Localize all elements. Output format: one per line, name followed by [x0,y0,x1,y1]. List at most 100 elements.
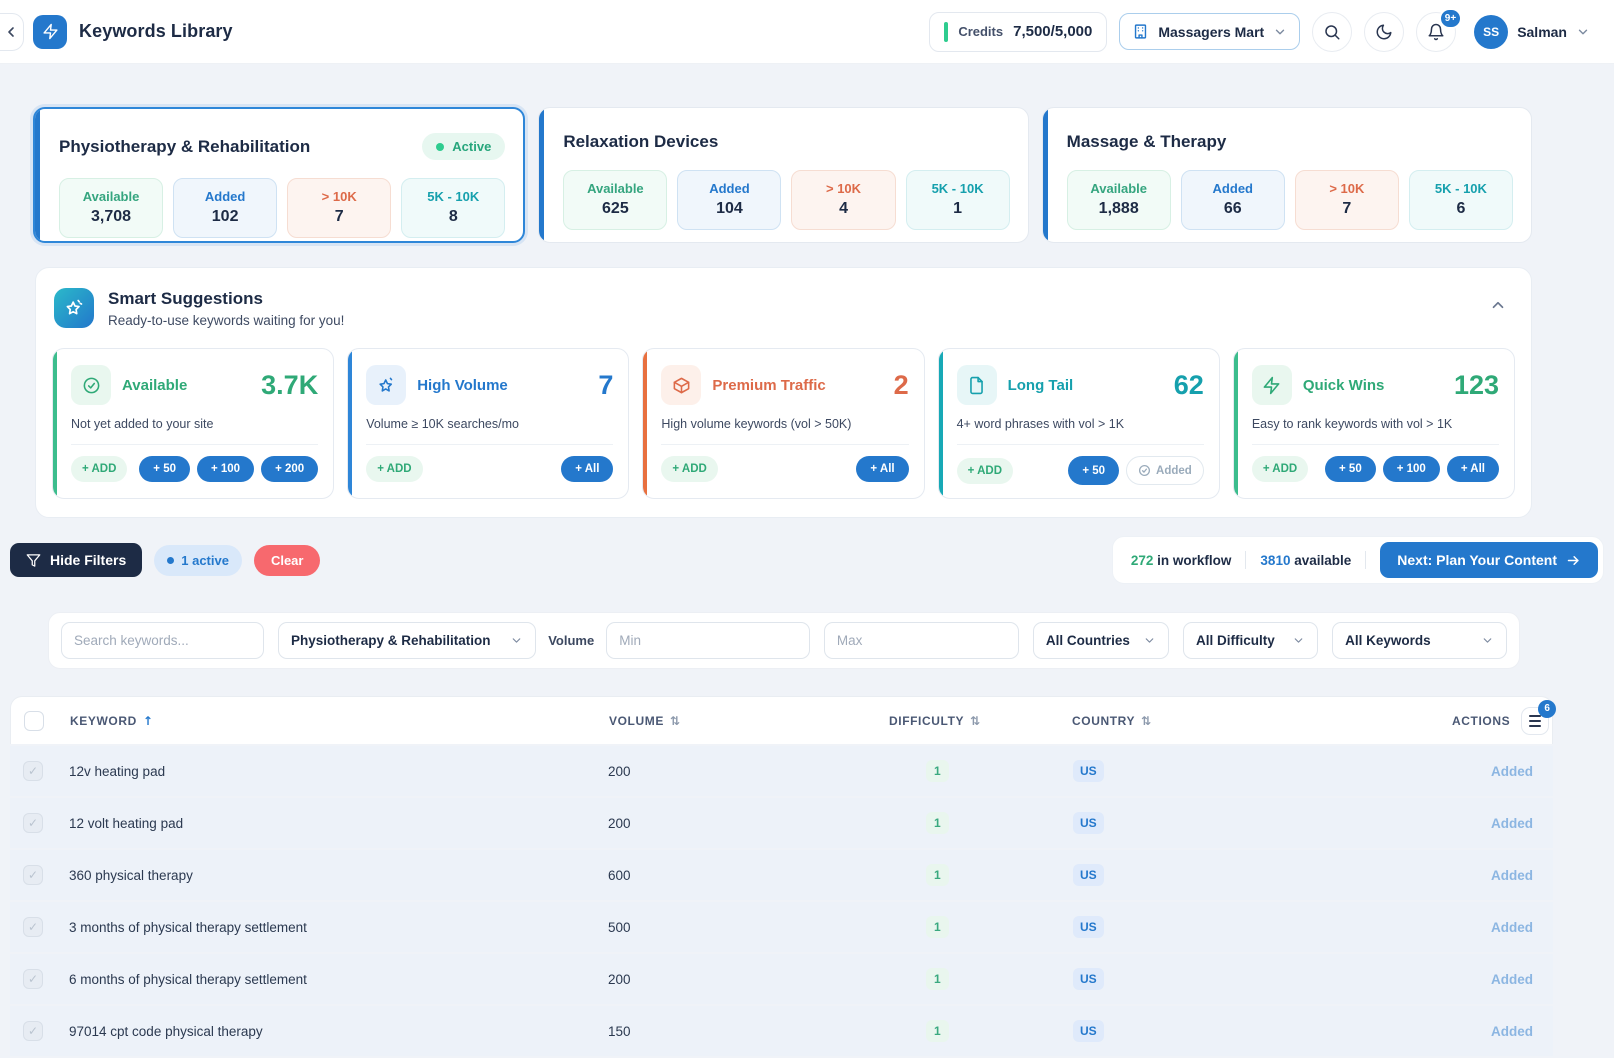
stat-value: 104 [680,200,778,218]
stat-value: 6 [1412,200,1510,218]
suggestion-description: High volume keywords (vol > 50K) [661,417,908,431]
stat-5k-10k: 5K - 10K 6 [1409,170,1513,230]
country-select[interactable]: All Countries [1033,622,1169,659]
column-difficulty[interactable]: DIFFICULTY⇅ [889,714,1072,728]
add-button[interactable]: + ADD [661,456,717,482]
add-100-button[interactable]: + 100 [1383,456,1440,482]
keywords-select[interactable]: All Keywords [1332,622,1507,659]
volume-max-input[interactable] [824,622,1019,659]
keywords-table: KEYWORD↑ VOLUME⇅ DIFFICULTY⇅ COUNTRY⇅ AC… [10,696,1553,1058]
suggestion-card-premium-traffic: Premium Traffic 2 High volume keywords (… [642,348,924,499]
active-dot-icon [436,143,444,151]
volume-label: Volume [548,633,594,648]
difficulty-badge: 1 [926,812,949,834]
next-plan-content-button[interactable]: Next: Plan Your Content [1380,542,1598,578]
row-checkbox[interactable]: ✓ [23,1021,43,1041]
chevron-down-icon [1481,634,1494,647]
notifications-button[interactable]: 9+ [1416,12,1456,52]
stat-value: 7 [1298,200,1396,218]
column-volume[interactable]: VOLUME⇅ [609,714,889,728]
category-card-relaxation-devices[interactable]: Relaxation Devices Available 625 Added 1… [538,107,1028,243]
table-row[interactable]: ✓ 6 months of physical therapy settlemen… [10,954,1553,1004]
added-status[interactable]: Added [1451,764,1553,779]
select-all-checkbox[interactable] [24,711,44,731]
category-select[interactable]: Physiotherapy & Rehabilitation [278,622,536,659]
workflow-label: in workflow [1157,553,1231,568]
added-status[interactable]: Added [1451,920,1553,935]
volume-cell: 600 [608,868,888,883]
suggestion-count: 62 [1174,370,1204,401]
add-50-button[interactable]: + 50 [139,456,190,482]
added-status[interactable]: Added [1451,1024,1553,1039]
check-circle-icon [71,365,111,405]
suggestion-count: 7 [598,370,613,401]
site-selector[interactable]: Massagers Mart [1119,13,1300,50]
difficulty-select-value: All Difficulty [1196,633,1275,648]
add-50-button[interactable]: + 50 [1068,456,1119,485]
add-button[interactable]: + ADD [71,456,127,482]
stat-value: 7 [290,208,388,226]
add-all-button[interactable]: + All [856,456,908,482]
add-button[interactable]: + ADD [957,458,1013,484]
category-card-physiotherapy[interactable]: Physiotherapy & Rehabilitation Active Av… [33,107,525,243]
difficulty-badge: 1 [926,864,949,886]
added-status[interactable]: Added [1451,816,1553,831]
avatar: SS [1474,15,1508,49]
table-row[interactable]: ✓ 360 physical therapy 600 1 US Added [10,850,1553,900]
category-cards: Physiotherapy & Rehabilitation Active Av… [33,107,1532,243]
theme-toggle-button[interactable] [1364,12,1404,52]
sort-icon: ⇅ [970,714,981,728]
stat-over-10k: > 10K 4 [791,170,895,230]
difficulty-select[interactable]: All Difficulty [1183,622,1318,659]
search-input[interactable] [61,622,264,659]
stat-value: 625 [566,200,664,218]
stat-value: 1,888 [1070,200,1168,218]
country-badge: US [1073,1020,1104,1042]
collapse-panel-button[interactable] [1489,296,1507,314]
suggestion-card-available: Available 3.7K Not yet added to your sit… [52,348,334,499]
hide-filters-button[interactable]: Hide Filters [10,543,142,577]
add-200-button[interactable]: + 200 [261,456,318,482]
sparkle-star-icon [54,288,94,328]
column-country[interactable]: COUNTRY⇅ [1072,714,1452,728]
stat-label: Added [1184,181,1282,196]
add-50-button[interactable]: + 50 [1325,456,1376,482]
category-card-massage-therapy[interactable]: Massage & Therapy Available 1,888 Added … [1042,107,1532,243]
table-row[interactable]: ✓ 97014 cpt code physical therapy 150 1 … [10,1006,1553,1056]
suggestion-card-long-tail: Long Tail 62 4+ word phrases with vol > … [938,348,1220,499]
table-row[interactable]: ✓ 12v heating pad 200 1 US Added [10,746,1553,796]
add-button[interactable]: + ADD [366,456,422,482]
back-button[interactable] [0,13,24,51]
table-row[interactable]: ✓ 3 months of physical therapy settlemen… [10,902,1553,952]
divider [1245,551,1246,569]
add-100-button[interactable]: + 100 [197,456,254,482]
added-button[interactable]: Added [1126,456,1204,485]
search-button[interactable] [1312,12,1352,52]
difficulty-badge: 1 [926,968,949,990]
next-button-label: Next: Plan Your Content [1397,552,1557,568]
volume-cell: 200 [608,764,888,779]
row-checkbox[interactable]: ✓ [23,969,43,989]
add-button[interactable]: + ADD [1252,456,1308,482]
funnel-icon [26,553,41,568]
column-keyword[interactable]: KEYWORD↑ [61,714,609,728]
add-all-button[interactable]: + All [561,456,613,482]
row-checkbox[interactable]: ✓ [23,761,43,781]
columns-menu-button[interactable]: 6 [1521,707,1549,735]
add-all-button[interactable]: + All [1447,456,1499,482]
hide-filters-label: Hide Filters [50,552,126,568]
row-checkbox[interactable]: ✓ [23,865,43,885]
row-checkbox[interactable]: ✓ [23,917,43,937]
table-header: KEYWORD↑ VOLUME⇅ DIFFICULTY⇅ COUNTRY⇅ AC… [10,696,1553,744]
clear-filters-button[interactable]: Clear [254,545,321,576]
table-row[interactable]: ✓ 12 volt heating pad 200 1 US Added [10,798,1553,848]
added-label: Added [1156,465,1192,477]
added-status[interactable]: Added [1451,972,1553,987]
row-checkbox[interactable]: ✓ [23,813,43,833]
chevron-left-icon [3,24,19,40]
volume-min-input[interactable] [606,622,810,659]
stat-available: Available 3,708 [59,178,163,238]
added-status[interactable]: Added [1451,868,1553,883]
stat-value: 3,708 [62,208,160,226]
user-menu[interactable]: SS Salman [1474,15,1590,49]
